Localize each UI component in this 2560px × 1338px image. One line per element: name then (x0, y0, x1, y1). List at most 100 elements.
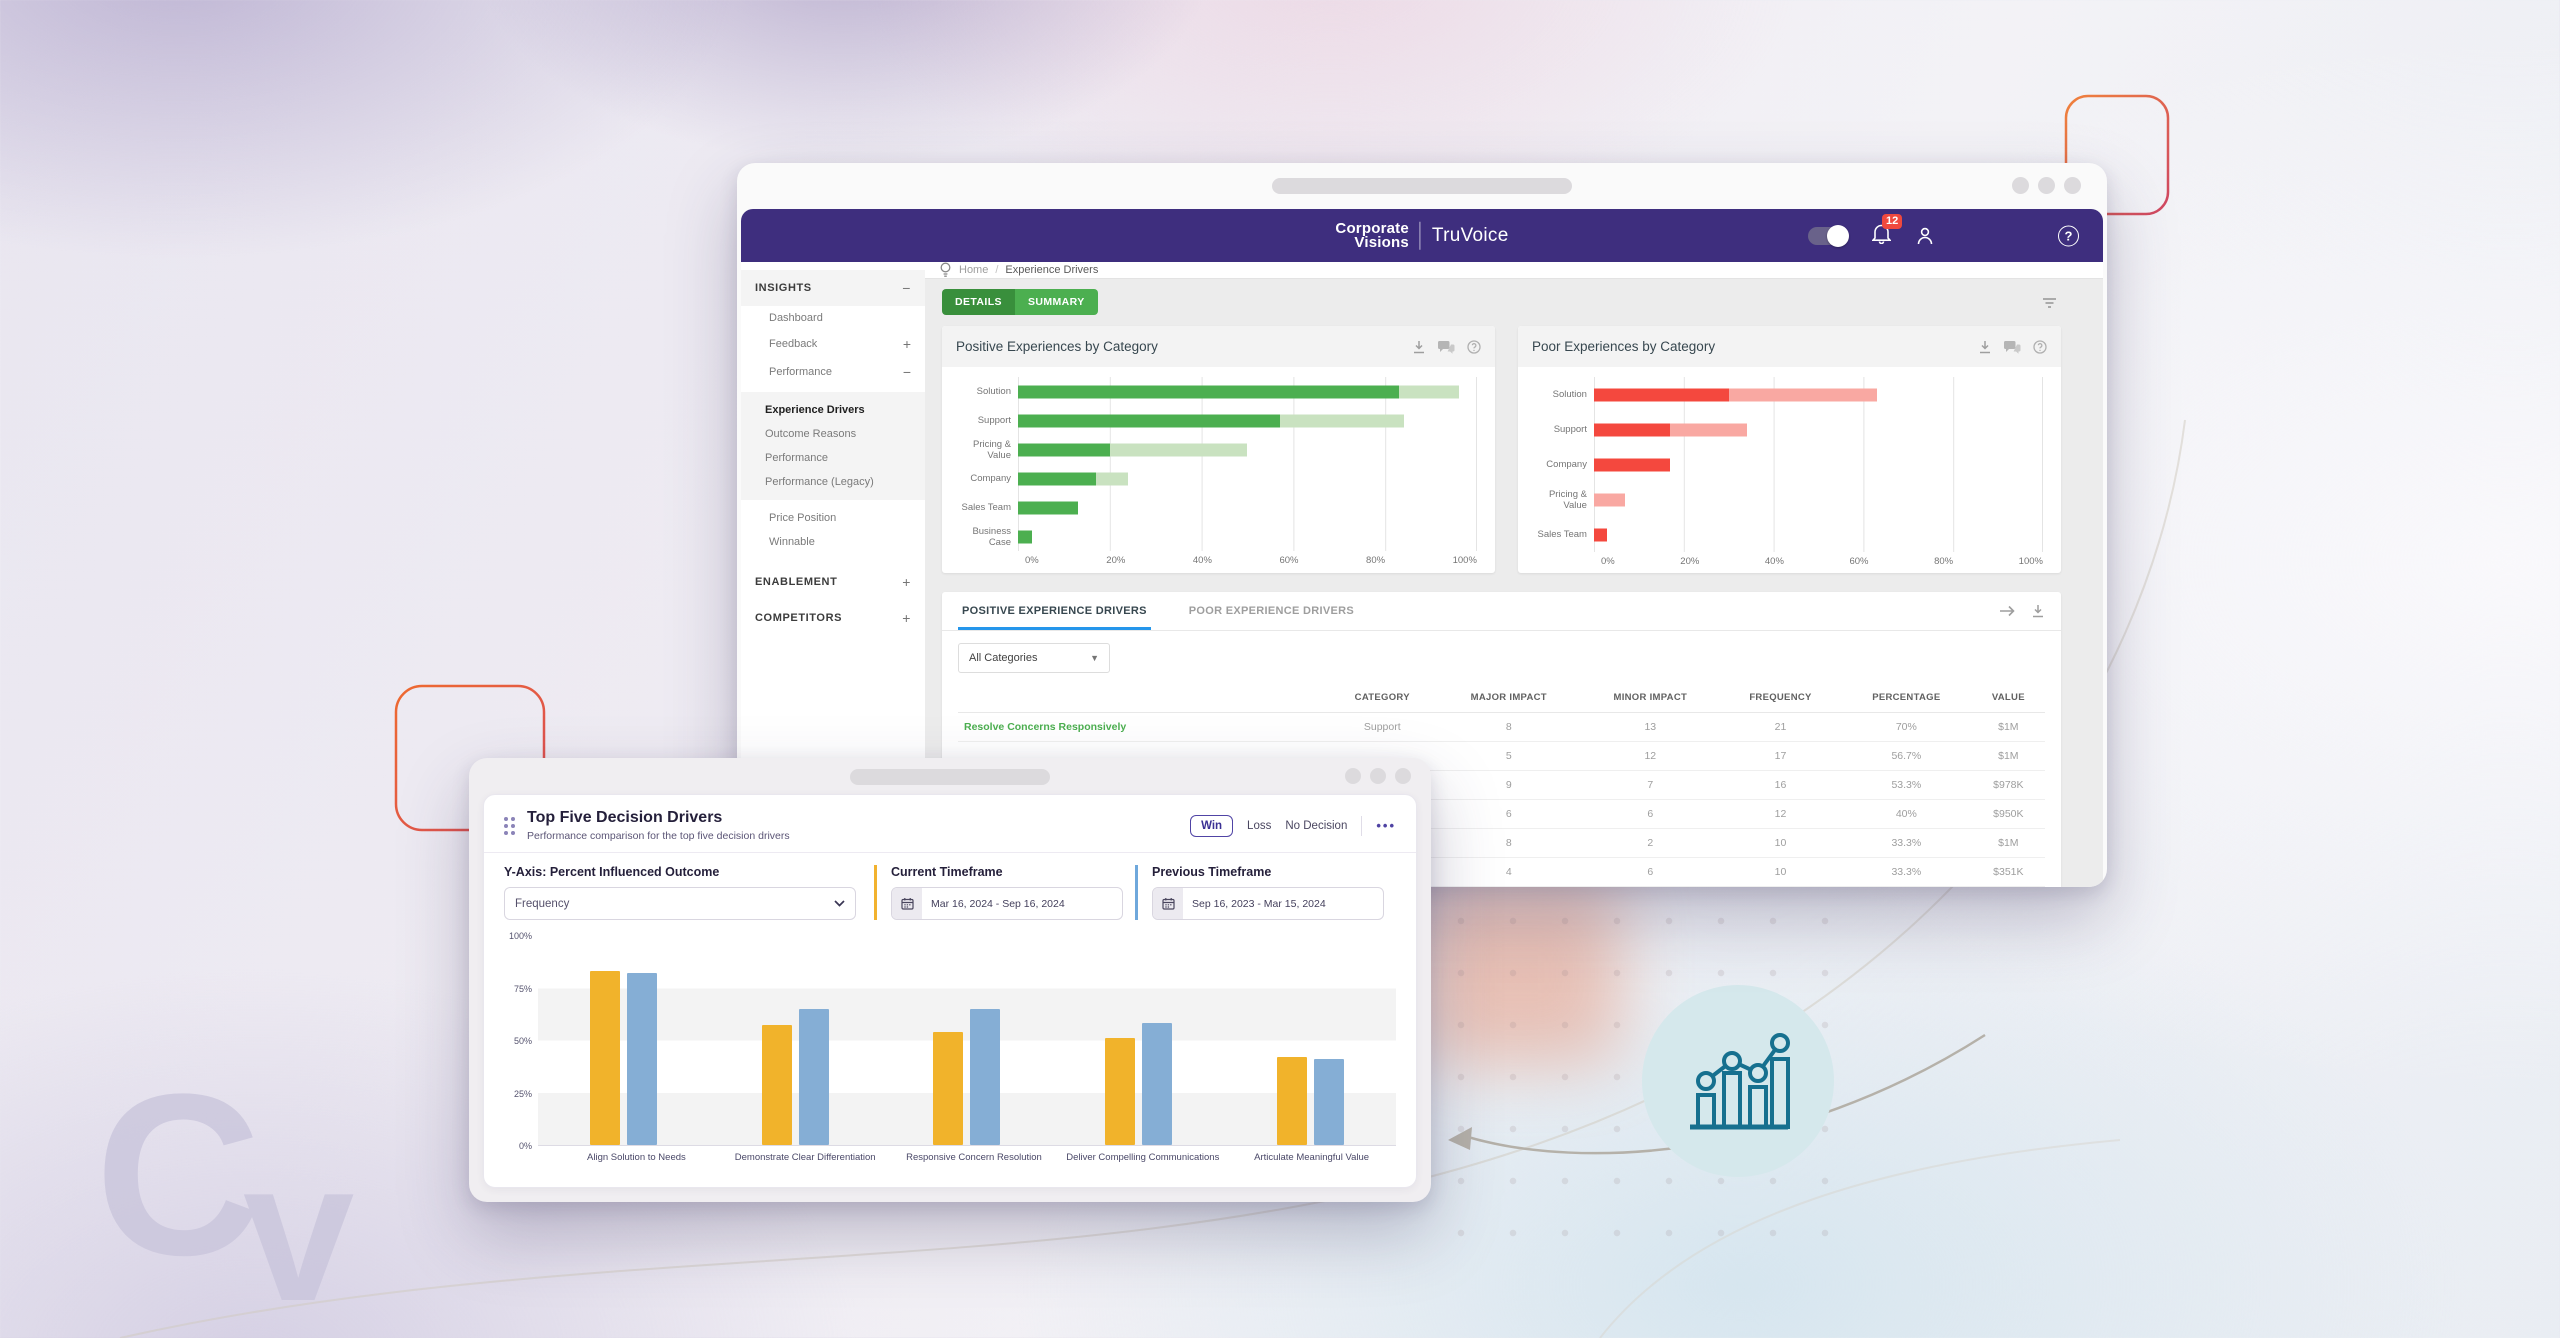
previous-bar[interactable] (627, 972, 658, 1145)
x-axis-labels: Align Solution to Needs Demonstrate Clea… (587, 1152, 1370, 1163)
sidebar-item-performance-sub[interactable]: Performance (765, 452, 828, 464)
address-bar-pill[interactable] (850, 769, 1050, 785)
category-label: Pricing & Value (972, 438, 1011, 461)
positive-bar-chart: Solution Support Pricing & Value Company… (942, 367, 1495, 572)
sidebar-item-performance-legacy[interactable]: Performance (Legacy) (765, 476, 874, 488)
sidebar-section-insights[interactable]: INSIGHTS − (741, 270, 925, 306)
driver-link[interactable]: Resolve Concerns Responsively (958, 712, 1328, 742)
tab-positive-experience-drivers[interactable]: POSITIVE EXPERIENCE DRIVERS (958, 592, 1151, 630)
category-filter-select[interactable]: All Categories ▼ (958, 643, 1110, 673)
sidebar-section-competitors[interactable]: COMPETITORS + (755, 610, 911, 626)
previous-bar[interactable] (798, 1008, 829, 1145)
sidebar-item-experience-drivers[interactable]: Experience Drivers (765, 404, 865, 416)
category-label: Business Case (972, 525, 1011, 548)
stacked-bar[interactable] (1593, 517, 2043, 552)
sidebar-item-outcome-reasons[interactable]: Outcome Reasons (765, 428, 857, 440)
user-icon[interactable] (1915, 226, 1935, 246)
download-icon[interactable] (2031, 604, 2045, 618)
collapse-icon[interactable]: − (902, 280, 911, 296)
yaxis-selected-value: Frequency (515, 897, 570, 910)
stacked-bar[interactable] (1018, 435, 1477, 464)
help-icon[interactable] (1467, 339, 1481, 354)
download-icon[interactable] (1978, 340, 1992, 354)
brand-line-1: Corporate (1335, 219, 1409, 237)
bar-group (1224, 936, 1396, 1145)
divider (1361, 815, 1363, 836)
breadcrumb-home[interactable]: Home (959, 264, 989, 276)
bar-group (1053, 936, 1225, 1145)
sidebar-item-performance[interactable]: Performance − (769, 364, 911, 380)
calendar-icon (1161, 898, 1175, 910)
tab-loss[interactable]: Loss (1247, 819, 1272, 832)
stacked-bar[interactable] (1593, 412, 2043, 447)
lightbulb-icon (940, 262, 951, 277)
drag-handle-icon[interactable] (504, 816, 515, 835)
plot-area (538, 936, 1396, 1146)
stacked-bar[interactable] (1018, 464, 1477, 493)
notification-badge: 12 (1882, 213, 1903, 229)
bar-group (881, 936, 1053, 1145)
stacked-bar[interactable] (1018, 377, 1477, 406)
filter-icon[interactable] (2042, 297, 2057, 309)
current-timeframe-label: Current Timeframe (891, 865, 1003, 879)
previous-bar[interactable] (1142, 1023, 1173, 1145)
window-control-dots[interactable] (2012, 177, 2081, 194)
previous-timeframe-input[interactable]: Sep 16, 2023 - Mar 15, 2024 (1152, 887, 1384, 920)
sidebar-subgroup-performance: Experience Drivers Outcome Reasons Perfo… (741, 392, 925, 500)
yaxis-label: Y-Axis: Percent Influenced Outcome (504, 865, 720, 879)
x-axis: 0% 20% 40% 60% 80% 100% (1025, 555, 1477, 566)
expand-icon[interactable]: + (902, 336, 911, 352)
category-label: Pricing & Value (1548, 488, 1587, 511)
overflow-menu-icon[interactable]: ••• (1376, 818, 1396, 833)
previous-timeframe-value: Sep 16, 2023 - Mar 15, 2024 (1192, 897, 1326, 910)
stacked-bar[interactable] (1018, 406, 1477, 435)
collapse-icon[interactable]: − (902, 364, 911, 380)
previous-bar[interactable] (1313, 1058, 1344, 1145)
previous-bar[interactable] (970, 1008, 1001, 1145)
arrow-right-icon[interactable] (1999, 605, 2015, 617)
yaxis-select[interactable]: Frequency (504, 887, 856, 920)
theme-toggle[interactable] (1808, 224, 1849, 247)
stacked-bar[interactable] (1018, 522, 1477, 551)
tab-no-decision[interactable]: No Decision (1285, 819, 1348, 832)
sidebar-section-enablement[interactable]: ENABLEMENT + (755, 574, 911, 590)
tab-win[interactable]: Win (1190, 814, 1234, 837)
sidebar-item-feedback[interactable]: Feedback + (769, 336, 911, 352)
previous-timeframe-group: Previous Timeframe Sep 16, 2023 - Mar 15… (1135, 865, 1384, 920)
current-bar[interactable] (761, 1025, 792, 1145)
sidebar-item-price-position[interactable]: Price Position (769, 512, 837, 524)
stacked-bar[interactable] (1018, 493, 1477, 522)
notifications-button[interactable]: 12 (1872, 213, 1903, 249)
stacked-bar[interactable] (1593, 377, 2043, 412)
stacked-bar[interactable] (1593, 447, 2043, 482)
current-bar[interactable] (590, 970, 621, 1145)
sidebar-item-winnable[interactable]: Winnable (769, 536, 815, 548)
address-bar-pill[interactable] (1272, 178, 1572, 194)
comments-icon[interactable] (2004, 340, 2021, 354)
help-button[interactable]: ? (2058, 225, 2079, 246)
tab-poor-experience-drivers[interactable]: POOR EXPERIENCE DRIVERS (1188, 605, 1354, 617)
current-timeframe-input[interactable]: Mar 16, 2024 - Sep 16, 2024 (891, 887, 1123, 920)
current-bar[interactable] (933, 1031, 964, 1145)
expand-icon[interactable]: + (902, 574, 911, 590)
current-timeframe-value: Mar 16, 2024 - Sep 16, 2024 (931, 897, 1065, 910)
help-icon[interactable] (2033, 339, 2047, 354)
sidebar-item-dashboard[interactable]: Dashboard (769, 312, 823, 324)
current-bar[interactable] (1276, 1056, 1307, 1145)
tab-summary[interactable]: SUMMARY (1014, 289, 1098, 315)
table-row[interactable]: Resolve Concerns Responsively Support 8 13… (958, 712, 2045, 742)
current-bar[interactable] (1105, 1037, 1136, 1145)
bar-group (710, 936, 882, 1145)
category-label: Company (970, 473, 1011, 484)
current-timeframe-group: Current Timeframe Mar 16, 2024 - Sep 16,… (874, 865, 1123, 920)
previous-timeframe-label: Previous Timeframe (1152, 865, 1272, 879)
download-icon[interactable] (1412, 340, 1426, 354)
stacked-bar[interactable] (1593, 482, 2043, 517)
comments-icon[interactable] (1437, 340, 1455, 354)
category-label: Solution (976, 386, 1011, 397)
decision-drivers-chart: 100% 75% 50% 25% 0% (484, 920, 1416, 1151)
tab-details[interactable]: DETAILS (942, 289, 1015, 315)
expand-icon[interactable]: + (902, 610, 911, 626)
widget-subtitle: Performance comparison for the top five … (527, 830, 790, 842)
window-control-dots[interactable] (1345, 768, 1411, 784)
